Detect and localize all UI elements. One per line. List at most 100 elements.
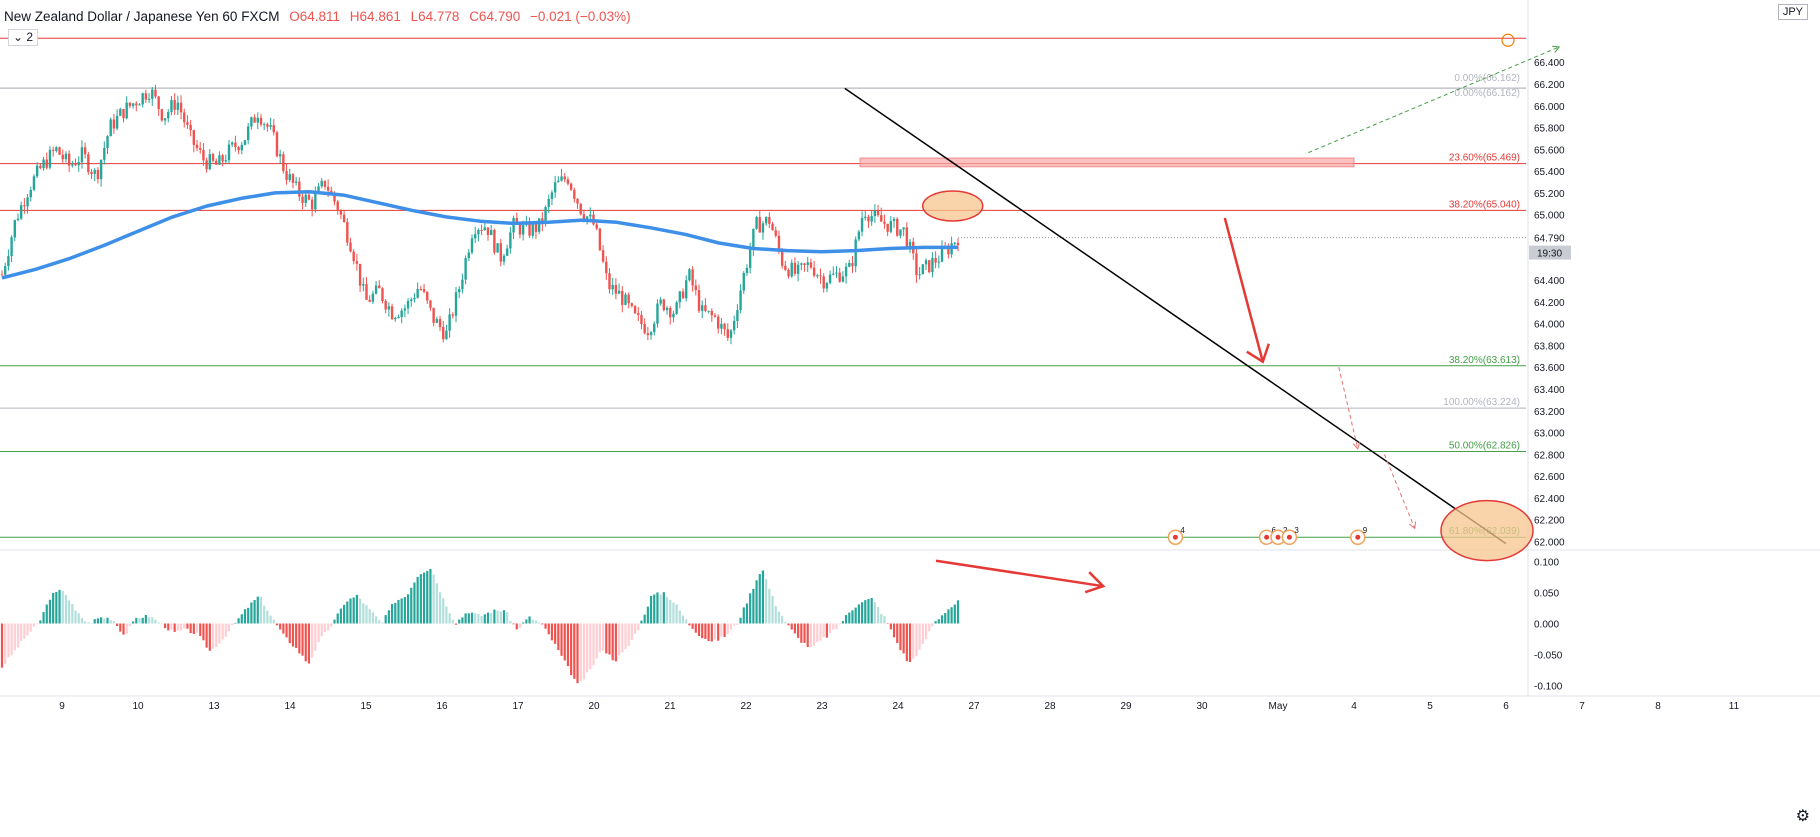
time-tick-label: May	[1269, 701, 1288, 712]
candle	[87, 151, 90, 175]
time-axis[interactable]: 9 10 13 14 15 16 17 20 21 22 23 24 27 28 29 30 May 4 5 6 7 8 1…	[59, 701, 1739, 712]
down-trendline[interactable]	[844, 87, 1507, 545]
histogram-bar	[694, 623, 697, 633]
divergence-arrow[interactable]	[935, 559, 1104, 588]
histogram-bar	[234, 622, 237, 624]
candle	[675, 300, 678, 315]
oscillator-tick-label: 0.050	[1534, 588, 1559, 599]
candle	[499, 238, 502, 267]
candle	[493, 228, 496, 255]
symbol-interval[interactable]: 60	[222, 9, 238, 24]
candle	[202, 143, 205, 166]
histogram-bar	[797, 623, 800, 638]
level-lines[interactable]: 0.00%(66.162) 0.00%(66.162) 23.60%(65.469)…	[0, 37, 1526, 538]
currency-badge[interactable]: JPY	[1777, 4, 1808, 20]
candle	[812, 260, 816, 278]
moving-average-line[interactable]	[1, 190, 958, 280]
candle	[924, 258, 928, 271]
histogram-bar	[464, 613, 467, 624]
oscillator-histogram[interactable]	[0, 568, 960, 684]
histogram-bar	[771, 595, 774, 624]
candle	[32, 174, 36, 192]
candles[interactable]	[0, 84, 960, 345]
oscillator-axis[interactable]: 0.100 0.050 0.000 -0.050 -0.100	[1534, 557, 1563, 692]
candle	[816, 273, 819, 279]
bearish-arrow[interactable]	[1223, 217, 1265, 363]
candle	[352, 249, 355, 265]
histogram-bar	[20, 623, 23, 641]
histogram-bar	[713, 623, 717, 640]
candle	[170, 96, 173, 116]
target-highlight-ellipse[interactable]	[1440, 499, 1534, 562]
resistance-highlight-ellipse[interactable]	[921, 190, 984, 222]
candle	[819, 268, 822, 284]
candle	[579, 203, 582, 216]
candle	[707, 310, 710, 314]
price-axis[interactable]: 66.400 66.200 66.000 65.800 65.600 65.400 65.2…	[1534, 58, 1565, 548]
candle	[10, 235, 13, 263]
level-label: 50.00%(62.826)	[1449, 440, 1520, 451]
gear-icon[interactable]: ⚙	[1795, 808, 1810, 825]
candle	[189, 119, 192, 137]
histogram-bar	[902, 623, 905, 654]
histogram-bar	[717, 623, 720, 641]
candle	[761, 221, 765, 240]
price-tick-label: 63.200	[1534, 407, 1565, 418]
histogram-bar	[311, 623, 314, 658]
histogram-bar	[873, 602, 876, 624]
candle	[157, 95, 160, 116]
histogram-bar	[390, 603, 394, 624]
histogram-bar	[880, 614, 883, 624]
histogram-bar	[832, 623, 835, 630]
histogram-bar	[454, 623, 458, 625]
candle	[624, 292, 627, 306]
histogram-bar	[256, 596, 259, 624]
indicator-count-badge[interactable]: ⌄ 2	[8, 29, 39, 46]
level-label: 0.00%(66.162)	[1454, 73, 1520, 84]
price-tick-label: 65.000	[1534, 211, 1565, 222]
histogram-bar	[259, 596, 263, 624]
candle	[915, 248, 918, 283]
resistance-zone[interactable]	[859, 157, 1355, 168]
histogram-bar	[867, 599, 870, 624]
price-tick-label: 64.000	[1534, 320, 1565, 331]
price-tick-label: 63.800	[1534, 341, 1565, 352]
histogram-bar	[314, 623, 317, 651]
candle	[752, 228, 755, 257]
event-marker[interactable]: 3	[1281, 526, 1299, 545]
symbol-name[interactable]: New Zealand Dollar / Japanese Yen	[4, 9, 219, 24]
histogram-bar	[141, 617, 144, 624]
alert-icon[interactable]	[1501, 33, 1515, 47]
event-markers[interactable]: 46239	[1167, 526, 1368, 545]
histogram-bar	[656, 592, 659, 624]
bullish-dashed-arrow[interactable]	[1308, 46, 1560, 154]
candle	[211, 152, 215, 163]
level-label: 23.60%(65.469)	[1449, 153, 1520, 164]
candle	[195, 139, 199, 152]
event-marker[interactable]: 9	[1350, 526, 1368, 545]
event-marker[interactable]: 4	[1167, 526, 1185, 545]
histogram-bar	[0, 623, 4, 668]
candle	[77, 156, 80, 172]
bullish-dashed-arrow-head	[1552, 45, 1561, 53]
candle	[793, 257, 797, 276]
candle	[179, 95, 183, 120]
histogram-bar	[710, 623, 713, 642]
histogram-bar	[522, 622, 525, 624]
candle	[502, 253, 506, 266]
candle	[199, 142, 202, 154]
bearish-dashed-arrow[interactable]	[1383, 454, 1416, 529]
candle	[183, 108, 186, 128]
histogram-bar	[253, 600, 256, 624]
histogram-bar	[170, 623, 173, 630]
candle	[822, 273, 825, 293]
candle	[144, 89, 148, 103]
candle	[528, 217, 531, 238]
histogram-bar	[685, 619, 688, 624]
histogram-bar	[183, 623, 186, 629]
histogram-bar	[749, 593, 752, 624]
histogram-bar	[96, 618, 100, 624]
histogram-bar	[892, 623, 896, 638]
